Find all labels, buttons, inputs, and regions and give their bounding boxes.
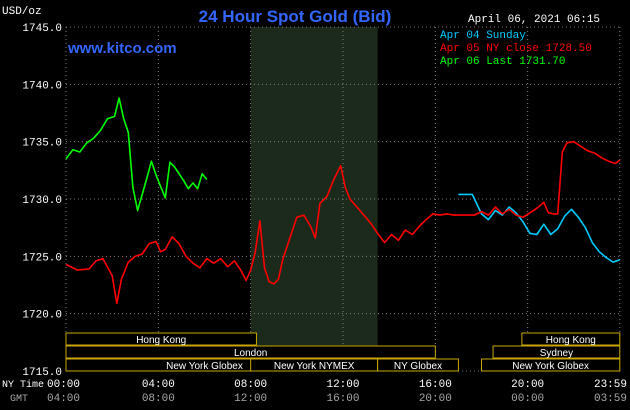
- x-tick-label-ny: 16:00: [419, 379, 452, 391]
- legend: Apr 04 Sunday Apr 05 NY close 1728.50 Ap…: [440, 30, 592, 68]
- market-bar-box: [65, 332, 257, 346]
- gmt-caption: GMT: [10, 394, 28, 405]
- x-tick-label-gmt: 12:00: [234, 393, 267, 405]
- market-bar: Sydney: [492, 345, 621, 359]
- x-tick-label-gmt: 16:00: [326, 393, 359, 405]
- market-bar-label: Sydney: [540, 348, 573, 359]
- chart-title: 24 Hour Spot Gold (Bid): [199, 7, 392, 26]
- x-tick-label-gmt: 20:00: [419, 393, 452, 405]
- market-bar: NY Globex: [377, 358, 459, 372]
- market-bar-box: [481, 358, 621, 372]
- market-bar-label: Hong Kong: [546, 335, 596, 346]
- x-tick-label-ny: 08:00: [234, 379, 267, 391]
- x-tick-label-ny: 04:00: [142, 379, 175, 391]
- y-tick-label: 1725.0: [22, 252, 62, 264]
- market-bar-box: [492, 345, 621, 359]
- market-bar-label: NY Globex: [394, 361, 442, 372]
- market-bar-box: [377, 358, 459, 372]
- y-axis: 1715.0 1720.0 1725.0 1730.0 1735.0 1740.0 1745…: [22, 23, 62, 379]
- x-tick-label-ny: 23:59: [594, 379, 627, 391]
- legend-entry-apr05: Apr 05 NY close 1728.50: [440, 43, 592, 55]
- market-hours-bars: Hong Kong London New York Globex New York N…: [65, 332, 621, 372]
- y-tick-label: 1715.0: [22, 367, 62, 379]
- price-series: [65, 97, 621, 305]
- legend-entry-apr06: Apr 06 Last 1731.70: [440, 56, 565, 68]
- market-bar: New York Globex: [481, 358, 621, 372]
- market-bar-box: [65, 345, 436, 359]
- legend-entry-apr04: Apr 04 Sunday: [440, 30, 526, 42]
- x-tick-label-gmt: 03:59: [594, 393, 627, 405]
- y-tick-label: 1720.0: [22, 310, 62, 322]
- market-bar-box: [521, 332, 621, 346]
- x-tick-label-ny: 12:00: [326, 379, 359, 391]
- x-tick-label-gmt: 04:00: [47, 393, 80, 405]
- x-tick-label-gmt: 08:00: [142, 393, 175, 405]
- ny-time-caption: NY Time: [2, 379, 44, 391]
- x-axis: 00:00 04:00 04:00 08:00 08:00 12:00 12:00 16:00…: [47, 379, 627, 405]
- series-line: [65, 140, 621, 305]
- y-tick-label: 1730.0: [22, 195, 62, 207]
- site-watermark: www.kitco.com: [67, 40, 177, 57]
- series-line: [458, 193, 621, 263]
- market-bar-label: New York Globex: [512, 361, 589, 372]
- market-bar-label: Hong Kong: [136, 335, 186, 346]
- market-bar-label: New York Globex: [166, 361, 243, 372]
- unit-label: USD/oz: [2, 6, 42, 18]
- x-tick-label-ny: 20:00: [511, 379, 544, 391]
- market-bar: New York NYMEX: [250, 358, 379, 372]
- y-tick-label: 1740.0: [22, 80, 62, 92]
- market-bar-label: New York NYMEX: [274, 361, 355, 372]
- y-tick-label: 1735.0: [22, 138, 62, 150]
- market-bar: Hong Kong: [65, 332, 257, 346]
- y-tick-label: 1745.0: [22, 23, 62, 35]
- timestamp: April 06, 2021 06:15: [468, 14, 600, 26]
- x-tick-label-gmt: 00:00: [511, 393, 544, 405]
- market-bar: London: [65, 345, 436, 359]
- series-line: [65, 97, 208, 212]
- x-tick-label-ny: 00:00: [47, 379, 80, 391]
- market-bar: Hong Kong: [521, 332, 621, 346]
- market-bar-label: London: [234, 348, 267, 359]
